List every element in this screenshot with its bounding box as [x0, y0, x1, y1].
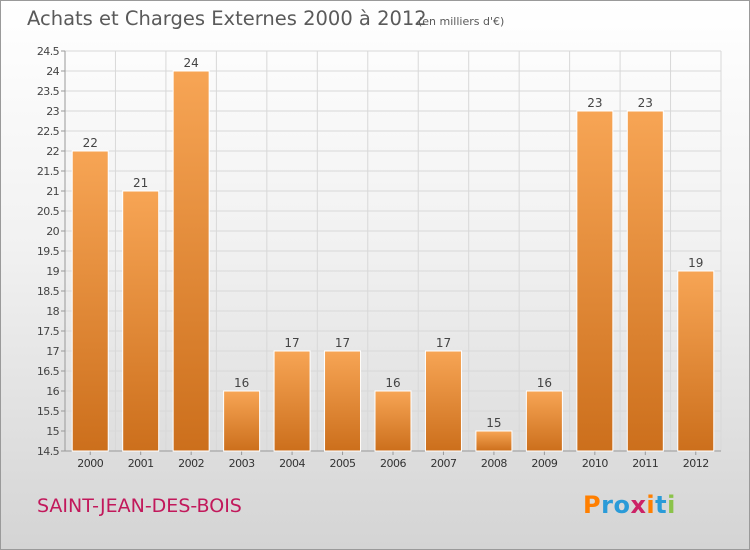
- data-label: 22: [83, 136, 98, 150]
- y-tick-label: 16.5: [37, 365, 60, 378]
- y-tick-label: 17.5: [37, 325, 60, 338]
- x-tick-label: 2006: [380, 457, 406, 470]
- town-name: SAINT-JEAN-DES-BOIS: [37, 495, 242, 517]
- x-tick-label: 2000: [77, 457, 103, 470]
- logo-letter: i: [667, 491, 676, 519]
- y-tick-labels: 14.5 15 15.5 16 16.5 17 17.5 18 18.5 19 19.5 20 20.5…: [37, 45, 60, 458]
- x-tick-label: 2008: [481, 457, 507, 470]
- bar: [273, 350, 311, 452]
- bar: [71, 150, 109, 452]
- data-label: 23: [638, 96, 653, 110]
- x-tick-label: 2009: [531, 457, 557, 470]
- logo-letter: x: [630, 491, 647, 519]
- x-tick-label: 2005: [330, 457, 356, 470]
- y-tick-label: 23: [46, 105, 59, 118]
- logo-letter: o: [613, 491, 631, 519]
- chart-subtitle: (en milliers d'€): [418, 15, 505, 28]
- x-tick-label: 2011: [632, 457, 658, 470]
- proxiti-logo: Proxiti: [583, 491, 676, 519]
- bar: [374, 390, 412, 452]
- logo-letter: t: [655, 491, 668, 519]
- y-tick-label: 17: [46, 345, 59, 358]
- y-tick-label: 21.5: [37, 165, 60, 178]
- data-label: 23: [587, 96, 602, 110]
- y-tick-label: 15: [46, 425, 59, 438]
- x-tick-labels: 2000 2001 2002 2003 2004 2005 2006 2007 2008 2009…: [77, 457, 709, 470]
- data-labels: 22 21 24 16 17 17 16 17 15 16 23 23 19: [83, 56, 704, 430]
- bar: [122, 190, 160, 452]
- x-tick-label: 2004: [279, 457, 305, 470]
- data-label: 21: [133, 176, 148, 190]
- logo-letter: r: [601, 491, 614, 519]
- chart-title: Achats et Charges Externes 2000 à 2012: [27, 7, 427, 30]
- y-tick-label: 15.5: [37, 405, 60, 418]
- bar: [626, 110, 664, 452]
- x-tick-label: 2003: [229, 457, 255, 470]
- y-tick-label: 24: [46, 65, 59, 78]
- bars: [71, 70, 715, 452]
- y-tick-label: 21: [46, 185, 59, 198]
- y-tick-label: 22: [46, 145, 59, 158]
- y-tick-label: 22.5: [37, 125, 60, 138]
- y-tick-label: 16: [46, 385, 59, 398]
- bar: [172, 70, 210, 452]
- data-label: 19: [688, 256, 703, 270]
- bar: [424, 350, 462, 452]
- y-tick-label: 23.5: [37, 85, 60, 98]
- data-label: 24: [184, 56, 199, 70]
- y-tick-label: 20.5: [37, 205, 60, 218]
- y-tick-label: 20: [46, 225, 59, 238]
- bar: [525, 390, 563, 452]
- bar: [677, 270, 715, 452]
- y-tick-label: 19: [46, 265, 59, 278]
- x-tick-label: 2002: [178, 457, 204, 470]
- bar: [324, 350, 362, 452]
- data-label: 17: [284, 336, 299, 350]
- data-label: 17: [436, 336, 451, 350]
- y-tick-label: 24.5: [37, 45, 60, 58]
- bar: [576, 110, 614, 452]
- x-tick-label: 2001: [128, 457, 154, 470]
- y-tick-label: 18.5: [37, 285, 60, 298]
- y-tick-label: 14.5: [37, 445, 60, 458]
- x-tick-label: 2010: [582, 457, 608, 470]
- bar: [223, 390, 261, 452]
- data-label: 17: [335, 336, 350, 350]
- y-tick-label: 18: [46, 305, 59, 318]
- data-label: 16: [537, 376, 552, 390]
- logo-letter: i: [646, 491, 656, 519]
- logo-letter: P: [583, 491, 602, 519]
- x-tick-label: 2012: [683, 457, 709, 470]
- data-label: 16: [385, 376, 400, 390]
- bar: [475, 430, 513, 452]
- x-tick-label: 2007: [430, 457, 456, 470]
- data-label: 15: [486, 416, 501, 430]
- y-tick-label: 19.5: [37, 245, 60, 258]
- data-label: 16: [234, 376, 249, 390]
